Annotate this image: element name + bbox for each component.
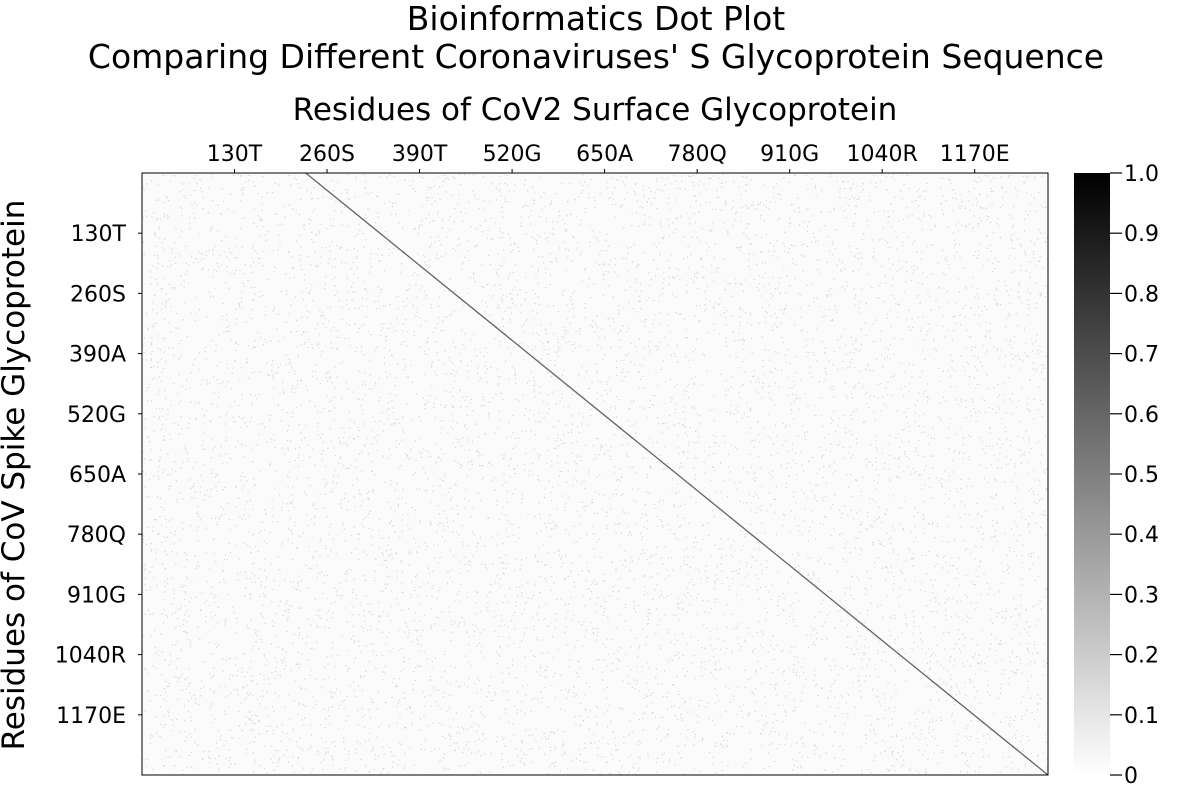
colorbar-tick-label: 0.8 — [1124, 282, 1159, 307]
colorbar-tick-label: 0.9 — [1124, 222, 1159, 247]
x-tick-label: 130T — [207, 142, 263, 167]
x-tick-label: 650A — [576, 142, 633, 167]
colorbar — [1074, 173, 1110, 775]
colorbar-tick-label: 1.0 — [1124, 162, 1159, 187]
x-tick-label: 390T — [392, 142, 448, 167]
y-tick-label: 650A — [69, 463, 126, 488]
y-tick-label: 520G — [67, 403, 126, 428]
y-tick-label: 1170E — [56, 704, 126, 729]
colorbar-ticks: 0 0.1 0.2 0.3 0.4 0.5 0.6 0.7 0.8 0.9 1.0 — [1110, 162, 1159, 789]
colorbar-tick-label: 0.5 — [1124, 463, 1159, 488]
dot-noise-layer — [142, 173, 1049, 777]
diagonal-match-line — [305, 172, 1049, 776]
y-tick-label: 780Q — [67, 523, 126, 548]
x-tick-label: 1040R — [847, 142, 918, 167]
y-tick-label: 260S — [70, 282, 126, 307]
x-tick-label: 910G — [760, 142, 819, 167]
y-tick-label: 1040R — [55, 644, 126, 669]
colorbar-tick-label: 0.2 — [1124, 644, 1159, 669]
x-tick-label: 1170E — [940, 142, 1010, 167]
x-tick-label: 780Q — [667, 142, 726, 167]
plot-area — [142, 173, 1048, 775]
chart-subtitle: Comparing Different Coronaviruses' S Gly… — [87, 37, 1105, 76]
chart-title: Bioinformatics Dot Plot — [406, 0, 786, 38]
dot-noise — [142, 173, 1049, 777]
colorbar-tick-label: 0.4 — [1124, 523, 1159, 548]
colorbar-tick-label: 0.7 — [1124, 343, 1159, 368]
colorbar-tick-label: 0.6 — [1124, 403, 1159, 428]
colorbar-tick-label: 0 — [1124, 764, 1138, 789]
diagonal-match-layer — [305, 172, 1049, 776]
colorbar-tick-label: 0.3 — [1124, 583, 1159, 608]
x-tick-label: 260S — [299, 142, 355, 167]
y-tick-label: 910G — [67, 583, 126, 608]
y-tick-label: 130T — [71, 222, 127, 247]
y-axis-ticks: 130T 260S 390A 520G 650A 780Q 910G 1040R 1170E — [55, 222, 142, 729]
x-tick-label: 520G — [483, 142, 542, 167]
y-tick-label: 390A — [69, 343, 126, 368]
colorbar-tick-label: 0.1 — [1124, 704, 1159, 729]
x-axis-ticks: 130T 260S 390T 520G 650A 780Q 910G 1040R 1170E — [207, 142, 1010, 173]
x-axis-title: Residues of CoV2 Surface Glycoprotein — [292, 92, 898, 128]
